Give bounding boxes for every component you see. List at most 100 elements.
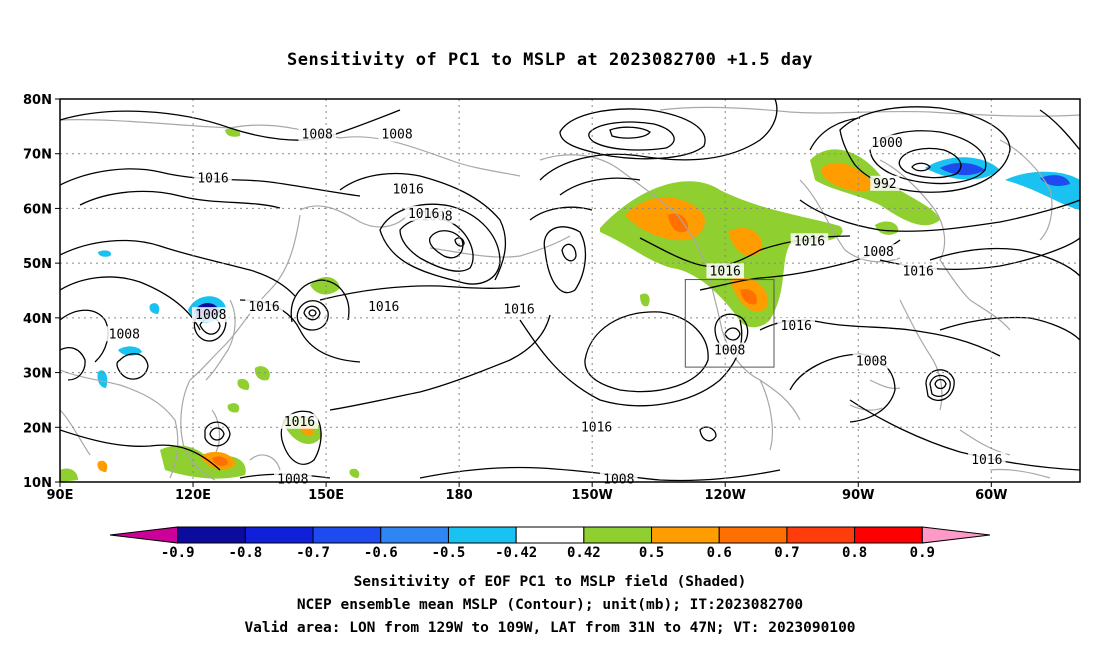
contour-label-background [870,175,900,191]
isobar [561,243,577,262]
colorbar-box [583,526,653,544]
isobar [609,126,651,139]
positive-area-red [668,213,689,233]
colorbar-box [380,526,449,544]
contour-label: 1016 [392,182,423,197]
contour-label: 1016 [408,207,439,222]
longitude-label: 90W [842,488,874,503]
contour-label-background [364,298,403,314]
isobar [60,239,296,297]
coastline [180,379,216,481]
isobar [60,276,201,331]
contour-label: 1008 [856,355,887,370]
contour-label-background [899,263,937,279]
isobar [296,300,329,331]
isobar [929,247,1080,277]
latitude-axis: 80N 70N 60N 50N 40N 30N 20N 10N [23,93,60,491]
latitude-label: 40N [23,312,52,327]
colorbar-high-arrow [921,526,991,544]
coastline [939,259,1011,331]
colorbar-label: 0.9 [910,545,935,561]
coastline [759,379,773,451]
colorbar-box [312,526,382,544]
colorbar-label: 0.7 [774,545,799,561]
latitude-label: 80N [23,93,52,108]
contour-label-background [852,353,891,369]
isobar [584,311,709,393]
isobar [60,347,86,381]
contour-label: 1016 [902,264,933,279]
contour-label: 1016 [581,420,612,435]
contour-label: 1016 [710,264,741,279]
isobar [303,305,321,321]
colorbar-label: -0.6 [364,545,398,561]
coastline [429,235,571,258]
coastline [205,299,236,381]
contour-label-background [105,326,144,342]
positive-area-red [740,288,757,305]
isobar [60,109,401,141]
coastlines [60,106,1080,481]
colorbar-label: -0.5 [432,545,466,561]
contour-label: 1016 [248,300,279,315]
isobar [308,309,317,317]
colorbar-label: 0.5 [639,545,664,561]
coastline [959,429,1011,456]
latitude-label: 60N [23,202,52,217]
contour-label-background [710,342,749,358]
contour-label-background [577,419,616,435]
isobar [543,226,587,294]
isobar [290,279,350,323]
negative-area-blue [1040,175,1070,186]
colorbar-label: 0.6 [707,545,732,561]
positive-area-green [310,276,340,295]
isobar [204,421,231,447]
isobar [929,374,951,397]
coastline [60,409,91,456]
positive-area-green [349,468,360,478]
colorbar-label: 0.42 [567,545,601,561]
contour-label: 1000 [871,136,902,151]
isobar [898,147,962,179]
isobar [60,429,221,471]
positive-area-green [254,366,270,381]
contour-label: 1016 [368,300,399,315]
isobar [799,199,1080,232]
colorbar-box [447,526,517,544]
longitude-label: 150W [571,488,612,503]
latitude-label: 10N [23,476,52,491]
isobar [454,237,465,247]
caption-shaded: Sensitivity of EOF PC1 to MSLP field (Sh… [353,574,747,590]
latitude-label: 50N [23,257,52,272]
contour-label: 1008 [195,308,226,323]
contour-labels: 1008 1016 1008 1008 1016 1016 1016 1008 1008 1016… [105,126,1006,487]
positive-area-red [212,456,228,466]
isobar [209,427,225,441]
positive-area-green [227,403,240,413]
contour-label: 1008 [381,128,412,143]
contour-label-background [298,126,337,142]
isobar [529,206,593,221]
coastline [659,106,1080,117]
longitude-label: 90E [47,488,74,503]
contour-label: 1008 [714,344,745,359]
isobar [379,203,501,285]
colorbar-label: -0.42 [495,545,537,561]
positive-area-green [640,293,650,307]
contour-label: 1008 [277,472,308,487]
isobar [588,121,675,151]
longitude-label: 120E [175,488,211,503]
coastline [849,404,883,411]
colorbar: -0.9 -0.8 -0.7 -0.6 -0.5 -0.42 0.42 0.5 0.6 0.7 0.… [109,526,991,561]
isobar [79,190,281,209]
isobar [699,426,717,442]
negative-area-cyan [97,370,108,388]
coastline [60,119,521,177]
contour-label-background [191,307,230,323]
isobar [60,309,109,363]
valid-area-box [684,279,775,368]
colorbar-label: 0.8 [842,545,867,561]
positive-area-orange [821,162,875,192]
positive-area-green [875,221,899,235]
longitude-label: 180 [446,488,473,503]
